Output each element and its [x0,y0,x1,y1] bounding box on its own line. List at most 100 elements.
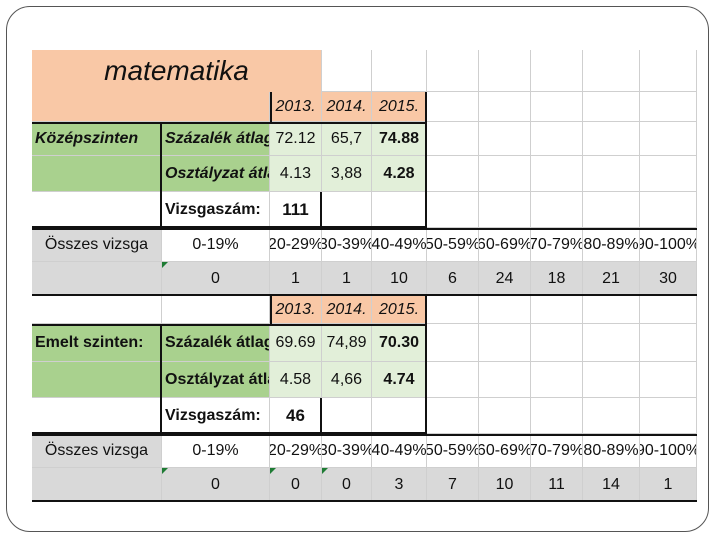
s2-year-2014: 2014. [322,296,372,324]
s2-range-0: 0-19% [162,434,270,468]
empty-cell [479,156,531,192]
s1-count-6: 18 [531,262,583,296]
empty-cell [583,362,640,398]
s2-count-5: 10 [479,468,531,502]
empty-cell [479,122,531,156]
s1-level-fill [32,156,162,192]
s1-percent-2014: 65,7 [322,122,372,156]
empty-cell [583,122,640,156]
empty-cell [162,296,270,324]
s1-year-2015: 2015. [372,92,427,122]
s1-grade-2014: 3,88 [322,156,372,192]
empty-cell [427,362,479,398]
s2-level-label: Emelt szinten: [32,324,162,362]
s1-range-5: 60-69% [479,228,531,262]
empty-cell [583,92,640,122]
s2-range-7: 80-89% [583,434,640,468]
empty-cell [427,156,479,192]
s1-year-2014: 2014. [322,92,372,122]
s2-percent-2013: 69.69 [270,324,322,362]
empty-cell [640,122,697,156]
comment-marker-icon [162,468,168,474]
empty-cell [640,296,697,324]
empty-cell [531,296,583,324]
empty-cell [479,296,531,324]
empty-cell [427,296,479,324]
empty-cell [583,156,640,192]
empty-cell [640,92,697,122]
s2-grade-label: Osztályzat átlag: [162,362,270,398]
s2-percent-label: Százalék átlag: [162,324,270,362]
empty-cell [427,50,479,92]
comment-marker-icon [322,468,328,474]
empty-cell [531,122,583,156]
s1-grade-2015: 4.28 [372,156,427,192]
empty-cell [479,192,531,228]
empty-cell [427,398,479,434]
s2-count-0: 0 [162,468,270,502]
empty-cell [583,296,640,324]
s2-grade-2013: 4.58 [270,362,322,398]
s1-count-label-fill [32,262,162,296]
empty-cell [322,398,372,434]
s1-percent-2013: 72.12 [270,122,322,156]
empty-cell [479,92,531,122]
s2-count-6: 11 [531,468,583,502]
s1-exam-count-label: Vizsgaszám: [162,192,270,228]
s2-range-4: 50-59% [427,434,479,468]
s1-year-2013: 2013. [270,92,322,122]
empty-cell [640,324,697,362]
s2-range-3: 40-49% [372,434,427,468]
s1-count-8: 30 [640,262,697,296]
empty-cell [372,398,427,434]
comment-marker-icon [270,468,276,474]
s1-count-0: 0 [162,262,270,296]
empty-cell [479,324,531,362]
empty-cell [640,362,697,398]
s2-count-8: 1 [640,468,697,502]
s1-total-label: Összes vizsga [32,228,162,262]
s2-range-2: 30-39% [322,434,372,468]
s2-count-3: 3 [372,468,427,502]
empty-cell [322,192,372,228]
s2-range-1: 20-29% [270,434,322,468]
s1-percent-label: Százalék átlag: [162,122,270,156]
s2-percent-2014: 74,89 [322,324,372,362]
empty-cell [583,50,640,92]
s2-range-6: 70-79% [531,434,583,468]
empty-cell [427,122,479,156]
s2-total-label: Összes vizsga [32,434,162,468]
empty-cell [479,398,531,434]
empty-cell [583,324,640,362]
s1-grade-2013: 4.13 [270,156,322,192]
s1-percent-2015: 74.88 [372,122,427,156]
title-fill [32,92,270,122]
s2-grade-2015: 4.74 [372,362,427,398]
s1-exam-count: 111 [270,192,322,228]
s1-range-4: 50-59% [427,228,479,262]
s1-count-7: 21 [583,262,640,296]
empty-cell [479,362,531,398]
empty-cell [640,156,697,192]
s2-year-2013: 2013. [270,296,322,324]
empty-cell [322,50,372,92]
s1-count-5: 24 [479,262,531,296]
empty-cell [531,156,583,192]
s1-grade-label: Osztályzat átlag: [162,156,270,192]
empty-cell [32,296,162,324]
empty-cell [583,192,640,228]
sheet-title: matematika [32,50,322,92]
empty-cell [531,398,583,434]
s2-range-5: 60-69% [479,434,531,468]
spreadsheet: matematika 2013. 2014. 2015. Középszinte… [32,50,697,502]
empty-cell [640,50,697,92]
s1-count-2: 1 [322,262,372,296]
s1-range-6: 70-79% [531,228,583,262]
s1-range-3: 40-49% [372,228,427,262]
empty-cell [531,362,583,398]
s1-level-label: Középszinten [32,122,162,156]
s1-range-7: 80-89% [583,228,640,262]
s1-count-1: 1 [270,262,322,296]
s2-count-label-fill [32,468,162,502]
s2-year-2015: 2015. [372,296,427,324]
